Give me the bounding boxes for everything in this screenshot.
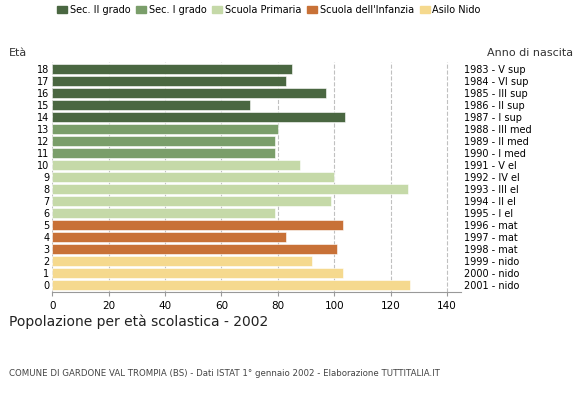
Bar — [52, 136, 275, 146]
Bar — [52, 256, 311, 266]
Text: Popolazione per età scolastica - 2002: Popolazione per età scolastica - 2002 — [9, 314, 268, 329]
Bar — [52, 208, 275, 218]
Bar — [52, 112, 346, 122]
Text: Anno di nascita: Anno di nascita — [487, 48, 573, 58]
Legend: Sec. II grado, Sec. I grado, Scuola Primaria, Scuola dell'Infanzia, Asilo Nido: Sec. II grado, Sec. I grado, Scuola Prim… — [57, 5, 481, 15]
Bar — [52, 232, 287, 242]
Text: COMUNE DI GARDONE VAL TROMPIA (BS) - Dati ISTAT 1° gennaio 2002 - Elaborazione T: COMUNE DI GARDONE VAL TROMPIA (BS) - Dat… — [9, 369, 440, 378]
Bar — [52, 220, 343, 230]
Bar — [52, 160, 300, 170]
Bar — [52, 244, 337, 254]
Bar — [52, 100, 249, 110]
Bar — [52, 148, 275, 158]
Bar — [52, 268, 343, 278]
Bar — [52, 124, 278, 134]
Bar — [52, 76, 287, 86]
Bar — [52, 172, 334, 182]
Bar — [52, 196, 331, 206]
Bar — [52, 280, 410, 290]
Bar — [52, 64, 292, 74]
Text: Età: Età — [9, 48, 27, 58]
Bar — [52, 184, 408, 194]
Bar — [52, 88, 326, 98]
